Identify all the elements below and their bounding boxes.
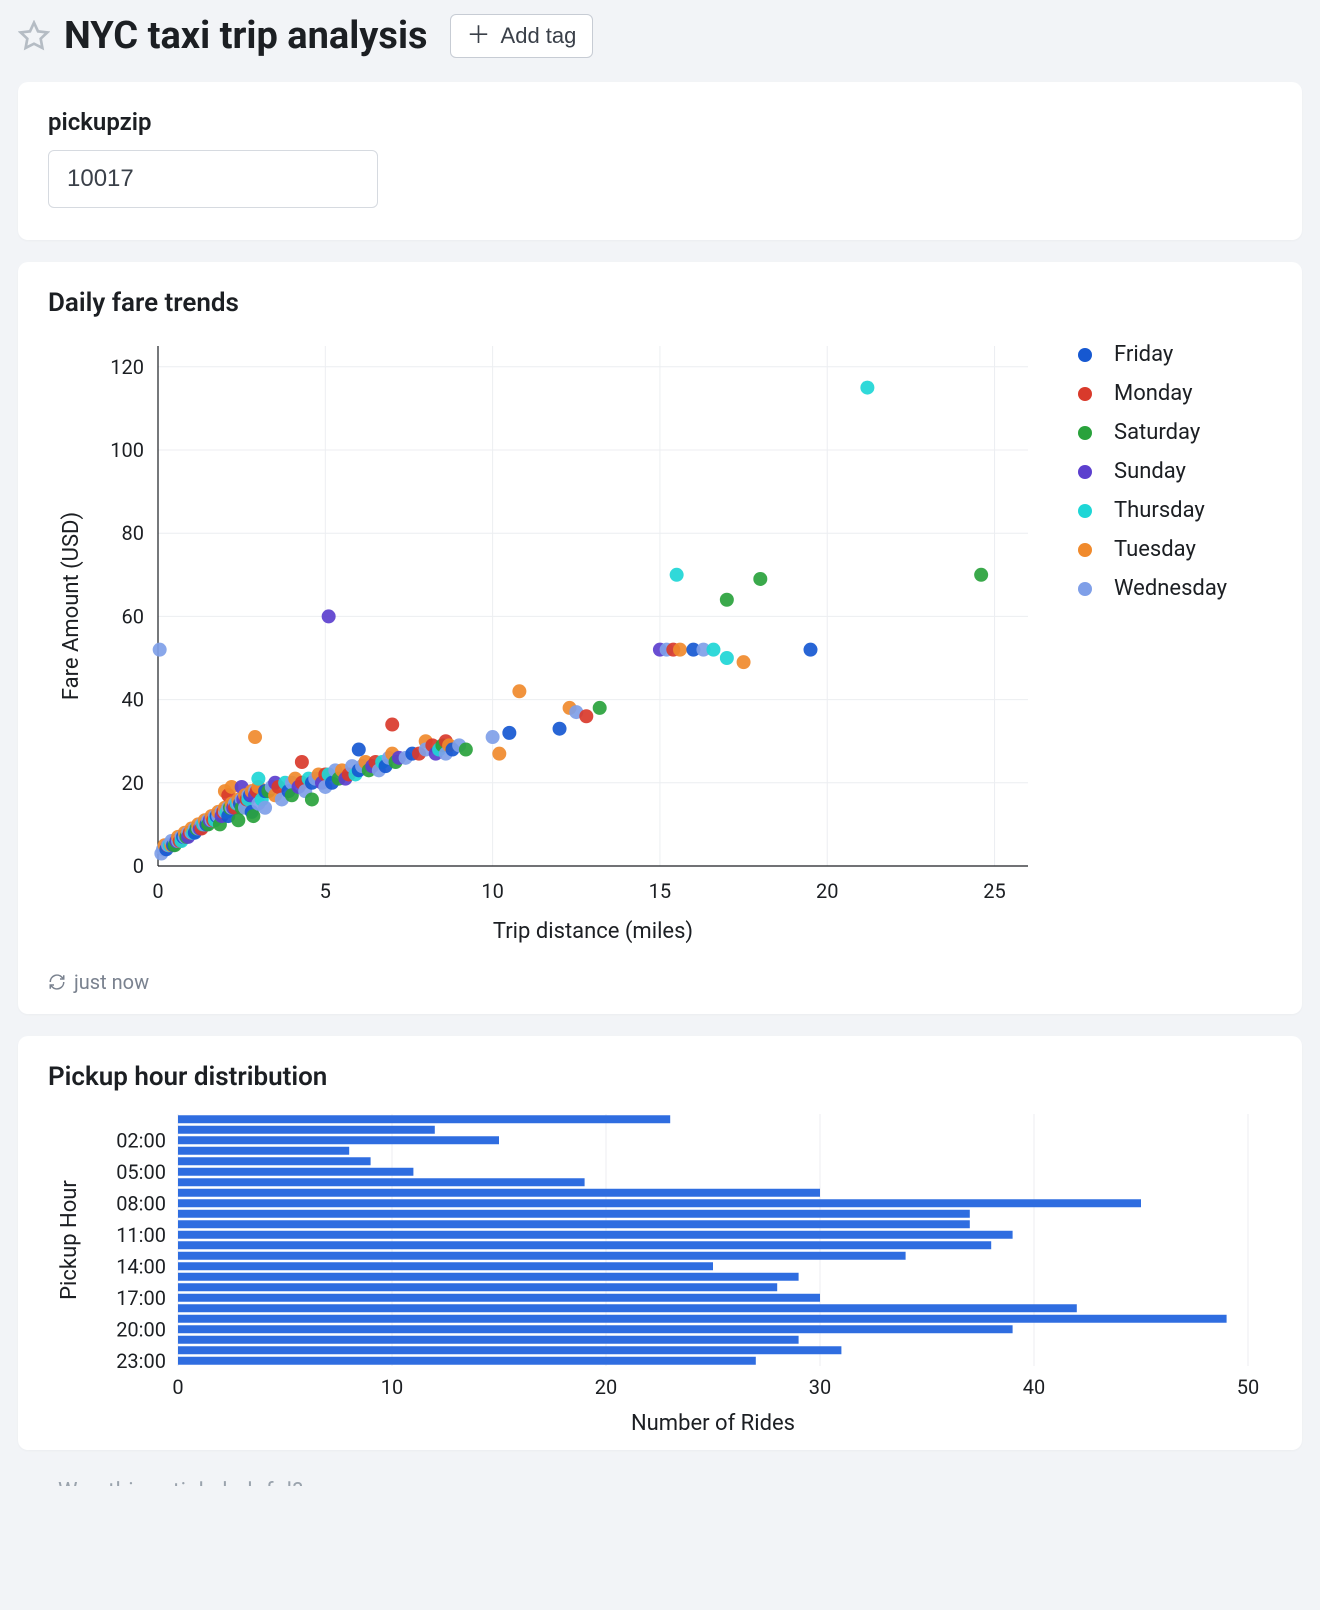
svg-text:10: 10 <box>481 879 503 903</box>
svg-text:20: 20 <box>595 1375 617 1399</box>
legend-label: Thursday <box>1114 498 1205 523</box>
svg-text:14:00: 14:00 <box>116 1254 166 1278</box>
legend-item[interactable]: Friday <box>1078 342 1227 367</box>
svg-text:15: 15 <box>649 879 671 903</box>
svg-text:Trip distance (miles): Trip distance (miles) <box>493 919 693 944</box>
refresh-icon[interactable] <box>48 973 66 991</box>
legend-item[interactable]: Thursday <box>1078 498 1227 523</box>
refresh-status: just now <box>48 970 1272 994</box>
scatter-title: Daily fare trends <box>48 288 1272 318</box>
bar-title: Pickup hour distribution <box>48 1062 1272 1092</box>
svg-text:05:00: 05:00 <box>116 1160 166 1184</box>
param-label: pickupzip <box>48 108 1272 136</box>
scatter-card: Daily fare trends 0 5 10 15 20 25 0 20 40 60 80 100… <box>18 262 1302 1014</box>
refresh-label: just now <box>74 970 149 994</box>
svg-text:11:00: 11:00 <box>116 1223 166 1247</box>
svg-text:5: 5 <box>320 879 331 903</box>
plus-icon: ＋ <box>467 24 491 48</box>
legend-label: Monday <box>1114 381 1193 406</box>
svg-text:120: 120 <box>110 355 144 379</box>
svg-text:30: 30 <box>809 1375 831 1399</box>
legend-swatch <box>1078 348 1092 362</box>
scatter-legend: Friday Monday Saturday Sunday Thursday Tuesda… <box>1078 342 1227 615</box>
param-card: pickupzip <box>18 82 1302 240</box>
legend-swatch <box>1078 543 1092 557</box>
svg-text:0: 0 <box>172 1375 183 1399</box>
svg-text:60: 60 <box>122 604 144 628</box>
bar-card: Pickup hour distribution 0 10 20 30 40 50 02:0… <box>18 1036 1302 1450</box>
svg-text:Fare Amount (USD): Fare Amount (USD) <box>59 512 84 700</box>
legend-swatch <box>1078 582 1092 596</box>
legend-swatch <box>1078 387 1092 401</box>
page-title: NYC taxi trip analysis <box>64 14 428 58</box>
svg-text:20: 20 <box>122 771 144 795</box>
svg-text:10: 10 <box>381 1375 403 1399</box>
svg-text:40: 40 <box>1023 1375 1045 1399</box>
legend-item[interactable]: Saturday <box>1078 420 1227 445</box>
svg-text:02:00: 02:00 <box>116 1128 166 1152</box>
svg-text:23:00: 23:00 <box>116 1349 166 1373</box>
scatter-chart: 0 5 10 15 20 25 0 20 40 60 80 100 120 Trip distance (… <box>48 336 1048 956</box>
svg-text:08:00: 08:00 <box>116 1191 166 1215</box>
star-icon[interactable] <box>18 20 50 52</box>
footer-clipped-text: Was this article helpful? <box>18 1472 1302 1486</box>
legend-item[interactable]: Tuesday <box>1078 537 1227 562</box>
svg-text:17:00: 17:00 <box>116 1286 166 1310</box>
legend-label: Friday <box>1114 342 1173 367</box>
svg-text:50: 50 <box>1237 1375 1259 1399</box>
legend-item[interactable]: Sunday <box>1078 459 1227 484</box>
legend-label: Wednesday <box>1114 576 1227 601</box>
svg-text:100: 100 <box>110 438 144 462</box>
pickupzip-input[interactable] <box>48 150 378 208</box>
svg-text:0: 0 <box>152 879 163 903</box>
legend-label: Tuesday <box>1114 537 1196 562</box>
legend-item[interactable]: Monday <box>1078 381 1227 406</box>
legend-label: Saturday <box>1114 420 1200 445</box>
add-tag-label: Add tag <box>501 23 577 49</box>
legend-swatch <box>1078 465 1092 479</box>
svg-text:Pickup Hour: Pickup Hour <box>57 1180 82 1300</box>
svg-text:80: 80 <box>122 521 144 545</box>
bar-chart: 0 10 20 30 40 50 02:00 05:00 08:00 11:00 14:00 17:0… <box>48 1110 1268 1440</box>
svg-text:0: 0 <box>133 854 144 878</box>
legend-item[interactable]: Wednesday <box>1078 576 1227 601</box>
legend-swatch <box>1078 426 1092 440</box>
add-tag-button[interactable]: ＋ Add tag <box>450 14 594 58</box>
svg-text:20: 20 <box>816 879 838 903</box>
dashboard-header: NYC taxi trip analysis ＋ Add tag <box>0 0 1320 82</box>
legend-label: Sunday <box>1114 459 1186 484</box>
legend-swatch <box>1078 504 1092 518</box>
svg-text:40: 40 <box>122 688 144 712</box>
svg-text:25: 25 <box>983 879 1005 903</box>
svg-text:Number of Rides: Number of Rides <box>631 1411 795 1436</box>
svg-text:20:00: 20:00 <box>116 1317 166 1341</box>
